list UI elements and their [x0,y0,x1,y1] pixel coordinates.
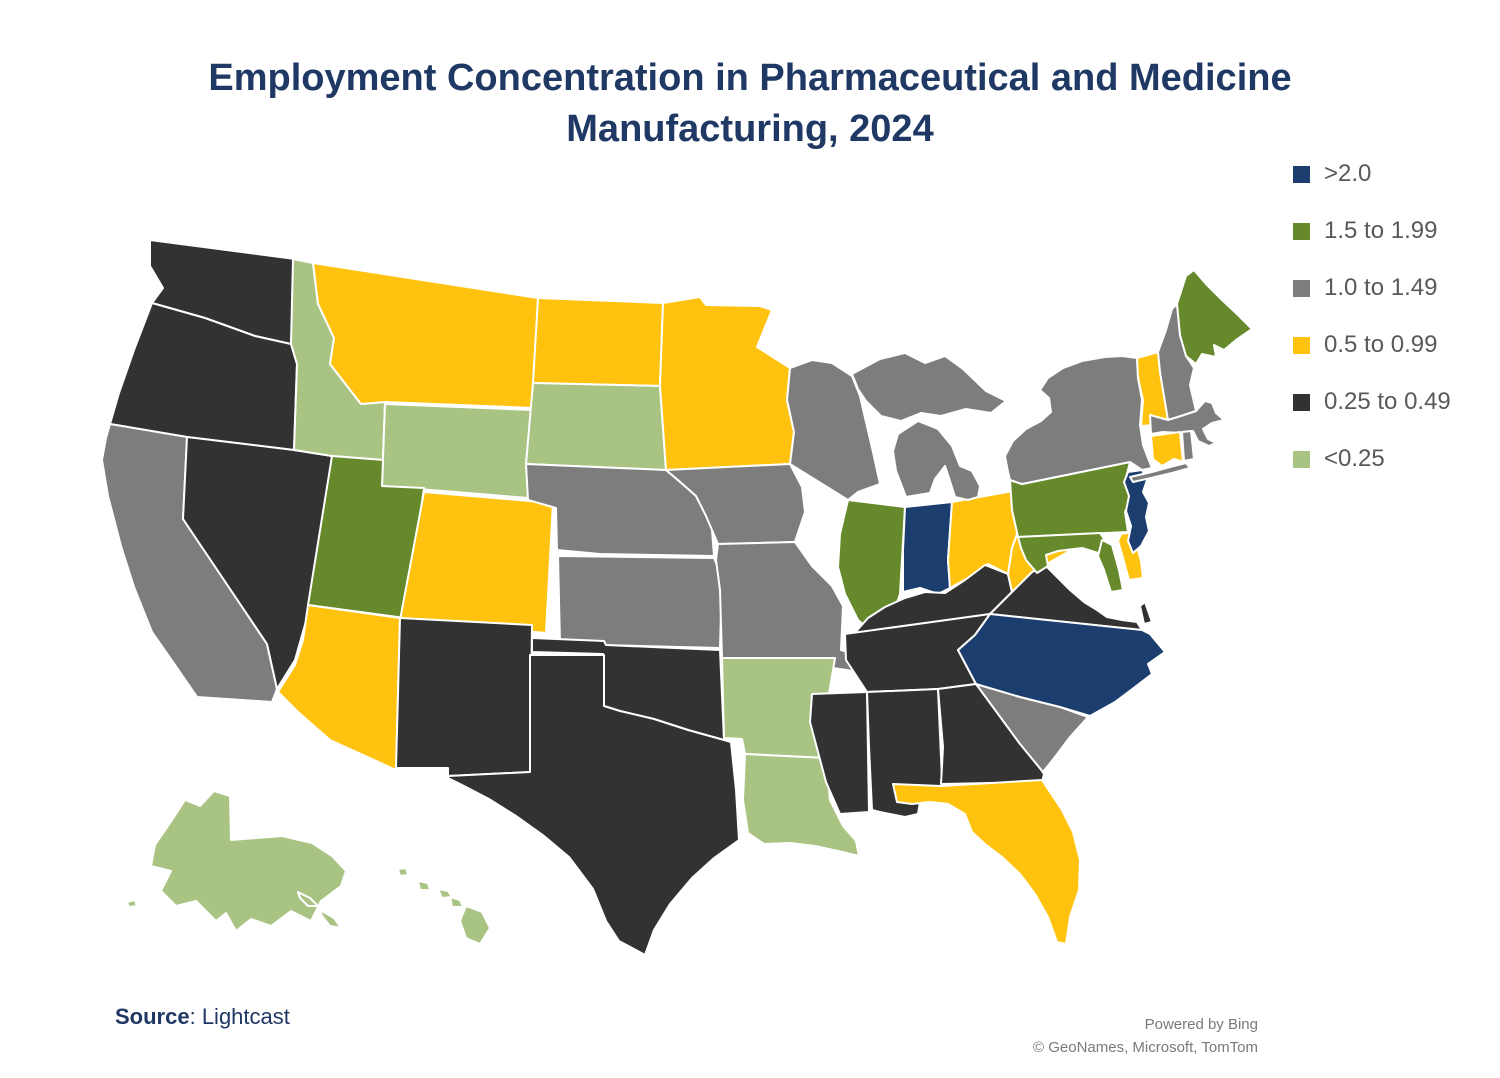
legend-label: 0.25 to 0.49 [1324,388,1451,415]
state-ny[interactable] [1004,355,1153,485]
source-value: : Lightcast [189,1004,290,1029]
state-md-eastern-shore[interactable] [1097,539,1124,593]
state-va-eastern-shore[interactable] [1139,601,1153,625]
legend-swatch-1-0-icon [1293,279,1310,297]
legend-label: <0.25 [1324,445,1385,472]
title-line-2: Manufacturing, 2024 [566,107,934,150]
state-ri[interactable] [1181,430,1195,462]
state-mi-lower-peninsula[interactable] [892,420,981,501]
legend-item-0-5: 0.5 to 0.99 [1293,331,1451,359]
legend-label: 1.0 to 1.49 [1324,274,1438,301]
state-fl[interactable] [892,779,1081,945]
legend-swatch-lt-0-25-icon [1293,450,1310,468]
state-nd[interactable] [532,297,664,387]
attribution-line-2: © GeoNames, Microsoft, TomTom [1033,1038,1258,1056]
state-mo[interactable] [715,541,854,672]
page-title: Employment Concentration in Pharmaceutic… [0,53,1500,153]
legend-swatch-gt-2-icon [1293,165,1310,183]
state-ct[interactable] [1150,431,1184,467]
state-tx[interactable] [447,654,740,956]
legend-item-0-25: 0.25 to 0.49 [1293,388,1451,416]
state-me[interactable] [1176,269,1253,365]
title-line-1: Employment Concentration in Pharmaceutic… [208,57,1292,100]
state-mn[interactable] [659,296,795,471]
state-in[interactable] [902,501,953,595]
state-co[interactable] [399,491,554,634]
state-wy[interactable] [381,403,534,499]
legend-swatch-0-5-icon [1293,336,1310,354]
state-nj[interactable] [1123,469,1150,554]
map-attribution: Powered by Bing © GeoNames, Microsoft, T… [1033,1014,1258,1059]
state-ny-long-island[interactable] [1129,462,1191,483]
state-ak-aleutians-1[interactable] [297,891,319,907]
state-wi[interactable] [786,359,881,501]
source-note: Source: Lightcast [115,1004,290,1030]
state-hi-maui[interactable] [449,896,464,908]
state-hi-hawaii[interactable] [459,905,491,945]
state-mi-upper-peninsula[interactable] [851,352,1007,422]
state-nm[interactable] [395,617,533,777]
legend-label: >2.0 [1324,160,1372,187]
state-nh[interactable] [1157,303,1197,421]
legend-item-lt-0-25: <0.25 [1293,445,1451,473]
source-label: Source [115,1004,190,1029]
state-ak[interactable] [150,790,347,932]
state-mt[interactable] [312,262,539,409]
legend-label: 0.5 to 0.99 [1324,331,1438,358]
attribution-line-1: Powered by Bing [1144,1016,1258,1033]
state-sd[interactable] [525,382,667,471]
legend-swatch-0-25-icon [1293,393,1310,411]
legend: >2.0 1.5 to 1.99 1.0 to 1.49 0.5 to 0.99… [1293,160,1451,473]
legend-item-gt-2: >2.0 [1293,160,1451,188]
state-nc[interactable] [957,613,1166,717]
state-hi-oahu[interactable] [417,880,431,891]
state-ks[interactable] [557,555,723,649]
state-hi-kauai[interactable] [397,867,409,877]
state-la[interactable] [742,753,860,857]
state-ak-aleutians-3[interactable] [126,899,138,908]
legend-label: 1.5 to 1.99 [1324,217,1438,244]
legend-item-1-0: 1.0 to 1.49 [1293,274,1451,302]
state-ak-aleutians-2[interactable] [319,909,342,929]
legend-item-1-5: 1.5 to 1.99 [1293,217,1451,245]
legend-swatch-1-5-icon [1293,222,1310,240]
